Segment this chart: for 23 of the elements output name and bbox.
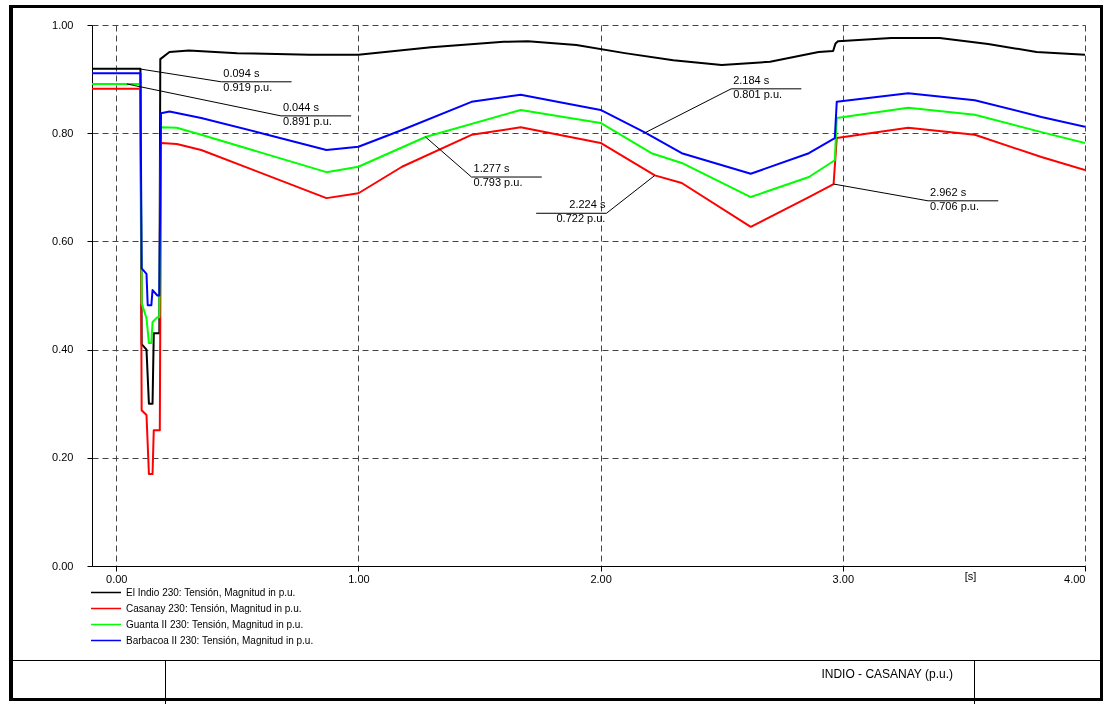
y-tick-label: 0.40 [52,343,74,356]
x-tick-label: 4.00 [1064,572,1086,585]
x-tick-label: 1.00 [348,572,370,585]
legend-label: Guanta II 230: Tensión, Magnitud in p.u. [126,618,304,630]
y-tick-label: 0.60 [52,234,74,247]
annotation: 0.094 s 0.919 p.u. [223,66,273,93]
legend-label: El Indio 230: Tensión, Magnitud in p.u. [126,586,296,598]
x-axis-title: [s] [964,569,977,582]
annotation: 2.184 s 0.801 p.u. [733,73,783,100]
x-tick-label: 3.00 [832,572,855,585]
y-tick-label: 0.20 [52,451,74,464]
y-tick-label: 0.80 [52,126,74,139]
annotation: 2.962 s 0.706 p.u. [930,185,979,212]
x-tick-label: 0.00 [106,572,128,585]
annotation: 2.224 s 0.722 p.u. [556,198,606,225]
y-tick-label: 0.00 [52,559,74,572]
title-block: INDIO - CASANAY (p.u.) [9,660,1103,704]
legend-label: Barbacoa II 230: Tensión, Magnitud in p.u. [126,634,314,646]
x-tick-label: 2.00 [590,572,612,585]
y-tick-label: 1.00 [52,18,74,31]
annotation: 1.277 s 0.793 p.u. [473,162,523,189]
annotation: 0.044 s 0.891 p.u. [282,100,332,127]
legend-label: Casanay 230: Tensión, Magnitud in p.u. [126,602,302,614]
